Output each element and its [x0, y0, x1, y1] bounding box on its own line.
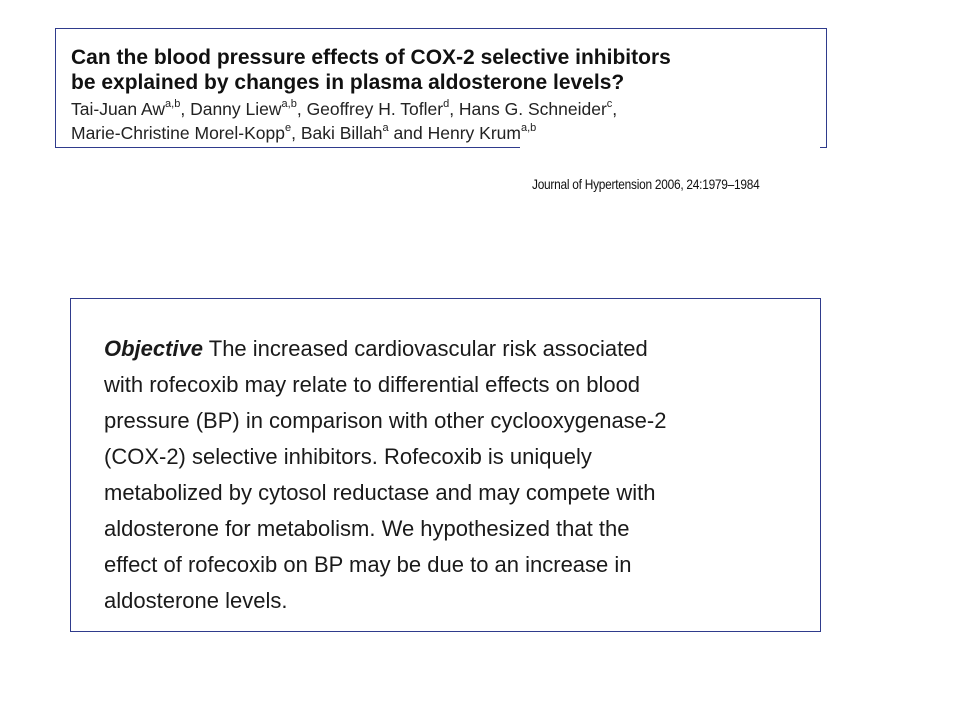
- abstract-line: pressure (BP) in comparison with other c…: [104, 408, 667, 433]
- author-separator: ,: [180, 99, 191, 119]
- author-name: Marie-Christine Morel-Kopp: [71, 123, 285, 143]
- abstract-text: Objective The increased cardiovascular r…: [104, 331, 804, 619]
- abstract-box: Objective The increased cardiovascular r…: [70, 298, 821, 632]
- abstract-line: (COX-2) selective inhibitors. Rofecoxib …: [104, 444, 592, 469]
- author-name: Tai-Juan Aw: [71, 99, 166, 119]
- journal-citation: Journal of Hypertension 2006, 24:1979–19…: [532, 176, 760, 192]
- abstract-line: effect of rofecoxib on BP may be due to …: [104, 552, 632, 577]
- author-affiliation: e: [284, 122, 292, 135]
- author-affiliation: a,b: [281, 98, 297, 111]
- header-box-gap: [520, 145, 820, 151]
- abstract-line: aldosterone levels.: [104, 588, 288, 613]
- author-affiliation: a,b: [520, 122, 537, 135]
- paper-title-line-1: Can the blood pressure effects of COX-2 …: [71, 46, 671, 69]
- paper-title-line-2: be explained by changes in plasma aldost…: [71, 71, 625, 94]
- paper-header-box: Can the blood pressure effects of COX-2 …: [55, 28, 827, 148]
- author-separator: ,: [612, 99, 618, 119]
- abstract-line: The increased cardiovascular risk associ…: [203, 336, 648, 361]
- abstract-line: metabolized by cytosol reductase and may…: [104, 480, 656, 505]
- author-separator: and: [388, 123, 428, 143]
- abstract-section-label: Objective: [104, 336, 204, 361]
- author-name: Baki Billah: [300, 123, 383, 143]
- author-affiliation: a,b: [165, 98, 181, 111]
- author-name: Hans G. Schneider: [458, 99, 607, 119]
- author-affiliation: c: [606, 98, 613, 111]
- author-separator: ,: [291, 123, 301, 143]
- paper-title: Can the blood pressure effects of COX-2 …: [71, 45, 821, 95]
- author-list: Tai-Juan Awa,b, Danny Liewa,b, Geoffrey …: [71, 97, 821, 145]
- author-separator: ,: [449, 99, 459, 119]
- abstract-line: with rofecoxib may relate to differentia…: [104, 372, 641, 397]
- author-name: Danny Liew: [190, 99, 282, 119]
- author-affiliation: d: [443, 98, 450, 111]
- author-name: Geoffrey H. Tofler: [306, 99, 444, 119]
- author-name: Henry Krum: [427, 123, 521, 143]
- author-separator: ,: [296, 99, 307, 119]
- author-affiliation: a: [382, 122, 389, 135]
- abstract-line: aldosterone for metabolism. We hypothesi…: [104, 516, 630, 541]
